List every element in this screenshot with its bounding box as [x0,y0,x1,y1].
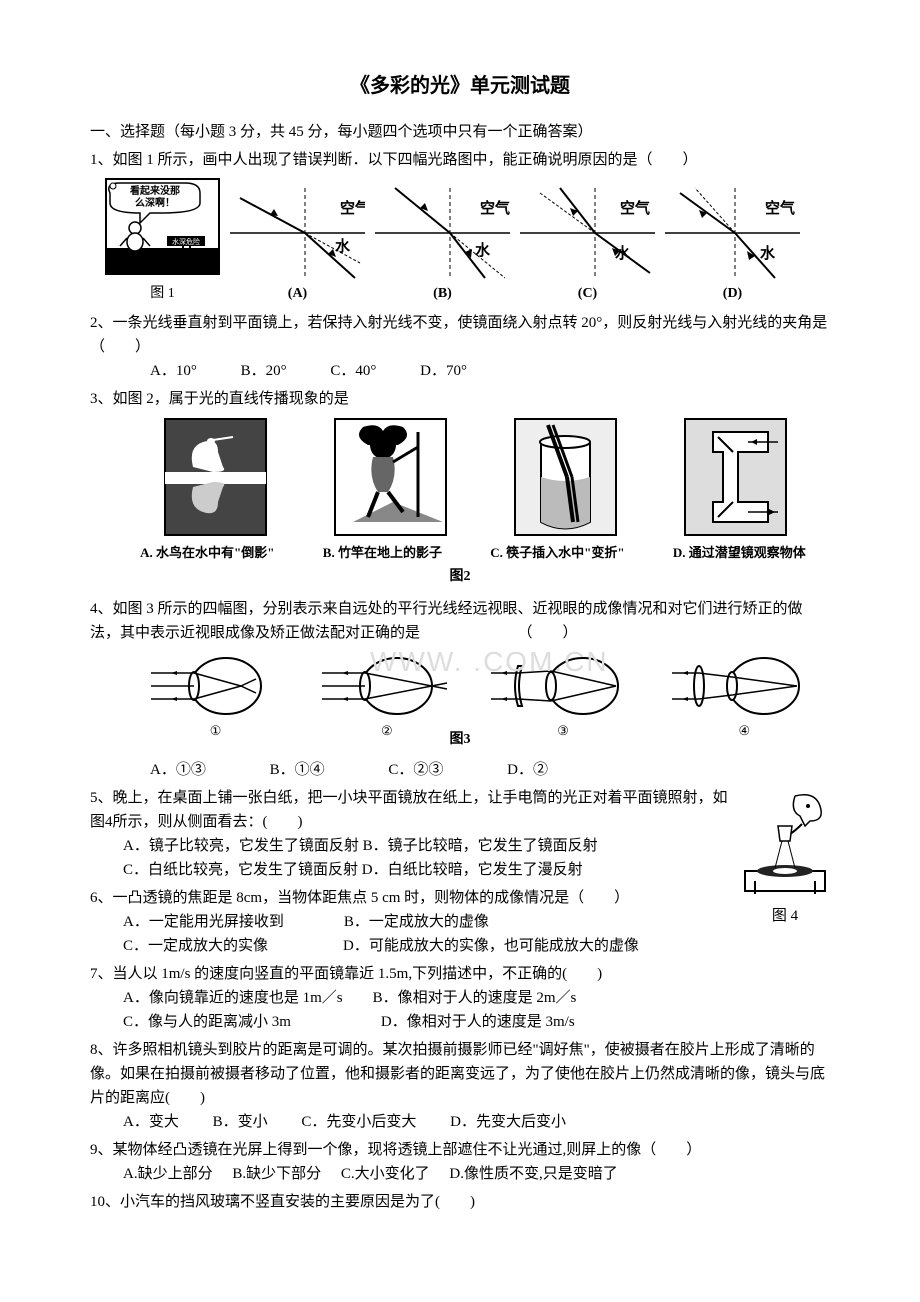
q4-eye-1: ① [146,651,286,742]
question-5: 5、晚上，在桌面上铺一张白纸，把一小块平面镜放在纸上，让手电筒的光正对着平面镜照… [90,786,830,882]
q8-options: A．变大 B．变小 C．先变小后变大 D．先变大后变小 [90,1110,830,1134]
q4-opt-d: D．② [507,758,548,782]
q1-opt-a: (A) [230,283,365,305]
question-6: 6、一凸透镜的焦距是 8cm，当物体距焦点 5 cm 时，则物体的成像情况是（ … [90,886,830,958]
q1-text: 1、如图 1 所示，画中人出现了错误判断．以下四幅光路图中，能正确说明原因的是（… [90,148,830,172]
q5-fig-label: 图 4 [740,904,830,928]
page-title: 《多彩的光》单元测试题 [90,70,830,102]
q2-options: A．10° B．20° C．40° D．70° [90,359,830,383]
section-1-header: 一、选择题（每小题 3 分，共 45 分，每小题四个选项中只有一个正确答案） [90,120,830,144]
q8-opt-d: D．先变大后变小 [450,1114,566,1130]
q7-opts-ab: A．像向镜靠近的速度也是 1m／s B．像相对于人的速度是 2m／s [90,986,830,1010]
q4-eye-3: ③ [488,651,638,742]
q3-fig-a [163,417,268,537]
cartoon-sign: 水深危险 [172,237,200,246]
q2-opt-a: A．10° [150,359,197,383]
question-10: 10、小汽车的挡风玻璃不竖直安装的主要原因是为了( ) [90,1190,830,1214]
q1-cartoon: 看起来没那 么深啊！ 水深危险 图 1 [105,178,220,305]
q3-figures [90,417,830,537]
question-4: 4、如图 3 所示的四幅图，分别表示来自远处的平行光线经远视眼、近视眼的成像情况… [90,597,830,782]
q1c-water: 水 [615,244,631,262]
q5-opts-ab: A．镜子比较亮，它发生了镜面反射 B．镜子比较暗，它发生了镜面反射 [90,834,830,858]
q8-opt-b: B．变小 [213,1114,268,1130]
q1-diagram-d: 空气 水 (D) [665,183,800,305]
q4-num-4: ④ [669,721,819,742]
q3-captions: A. 水鸟在水中有"倒影" B. 竹竿在地上的影子 C. 筷子插入水中"变折" … [90,543,830,564]
q3-cap-b: B. 竹竿在地上的影子 [323,543,442,564]
q1-diagram-b: 空气 水 (B) [375,183,510,305]
q1-opt-c: (C) [520,283,655,305]
q8-opt-c: C．先变小后变大 [301,1114,416,1130]
question-2: 2、一条光线垂直射到平面镜上，若保持入射光线不变，使镜面绕入射点转 20°，则反… [90,311,830,383]
q5-opts-cd: C．白纸比较亮，它发生了镜面反射 D．白纸比较暗，它发生了漫反射 [90,858,830,882]
q3-fig-d [683,417,788,537]
q4-num-1: ① [146,721,286,742]
q1a-water: 水 [335,237,351,255]
q1-fig-label: 图 1 [105,283,220,305]
q2-opt-d: D．70° [420,359,467,383]
q2-text: 2、一条光线垂直射到平面镜上，若保持入射光线不变，使镜面绕入射点转 20°，则反… [90,311,830,359]
q4-options: A．①③ B．①④ C．②③ D．② [90,758,830,782]
question-3: 3、如图 2，属于光的直线传播现象的是 [90,387,830,588]
q5-text: 5、晚上，在桌面上铺一张白纸，把一小块平面镜放在纸上，让手电筒的光正对着平面镜照… [90,786,830,834]
q1-diagram-c: 空气 水 (C) [520,183,655,305]
q1d-air: 空气 [765,199,795,217]
q2-opt-b: B．20° [241,359,287,383]
q6-opts-ab: A．一定能用光屏接收到 B．一定成放大的虚像 [90,910,830,934]
q9-opt-c: C.大小变化了 [341,1166,430,1182]
question-8: 8、许多照相机镜头到胶片的距离是可调的。某次拍摄前摄影师已经"调好焦"，使被摄者… [90,1038,830,1134]
q9-options: A.缺少上部分 B.缺少下部分 C.大小变化了 D.像性质不变,只是变暗了 [90,1162,830,1186]
q5-figure: 图 4 [740,786,830,928]
q1b-water: 水 [475,241,491,259]
q10-text: 10、小汽车的挡风玻璃不竖直安装的主要原因是为了( ) [90,1190,830,1214]
q9-opt-a: A.缺少上部分 [123,1166,213,1182]
q9-opt-b: B.缺少下部分 [232,1166,321,1182]
q3-fig-c [513,417,618,537]
q1-opt-b: (B) [375,283,510,305]
q2-opt-c: C．40° [330,359,376,383]
q3-cap-c: C. 筷子插入水中"变折" [490,543,624,564]
q1-figures: 看起来没那 么深啊！ 水深危险 图 1 [90,178,830,305]
cartoon-text-1: 看起来没那 [130,184,180,197]
q4-num-3: ③ [488,721,638,742]
question-7: 7、当人以 1m/s 的速度向竖直的平面镜靠近 1.5m,下列描述中，不正确的(… [90,962,830,1034]
q4-opt-c: C．②③ [388,758,443,782]
q1d-water: 水 [760,244,776,262]
q8-text: 8、许多照相机镜头到胶片的距离是可调的。某次拍摄前摄影师已经"调好焦"，使被摄者… [90,1038,830,1110]
q8-opt-a: A．变大 [123,1114,179,1130]
question-1: 1、如图 1 所示，画中人出现了错误判断．以下四幅光路图中，能正确说明原因的是（… [90,148,830,305]
q4-opt-b: B．①④ [270,758,325,782]
q3-cap-d: D. 通过潜望镜观察物体 [673,543,806,564]
q1a-air: 空气 [340,199,365,217]
q1-opt-d: (D) [665,283,800,305]
q4-num-2: ② [317,721,457,742]
q3-cap-a: A. 水鸟在水中有"倒影" [140,543,274,564]
q3-text: 3、如图 2，属于光的直线传播现象的是 [90,387,830,411]
q3-fig-b [333,417,448,537]
q1c-air: 空气 [620,199,650,217]
q9-text: 9、某物体经凸透镜在光屏上得到一个像，现将透镜上部遮住不让光通过,则屏上的像（ … [90,1138,830,1162]
q3-fig-label: 图2 [90,566,830,588]
q4-opt-a: A．①③ [150,758,206,782]
q7-opts-cd: C．像与人的距离减小 3m D．像相对于人的速度是 3m/s [90,1010,830,1034]
question-9: 9、某物体经凸透镜在光屏上得到一个像，现将透镜上部遮住不让光通过,则屏上的像（ … [90,1138,830,1186]
q1-diagram-a: 空气 水 (A) [230,183,365,305]
q6-opts-cd: C．一定成放大的实像 D．可能成放大的实像，也可能成放大的虚像 [90,934,830,958]
q1b-air: 空气 [480,199,510,217]
q7-text: 7、当人以 1m/s 的速度向竖直的平面镜靠近 1.5m,下列描述中，不正确的(… [90,962,830,986]
q6-text: 6、一凸透镜的焦距是 8cm，当物体距焦点 5 cm 时，则物体的成像情况是（ … [90,886,830,910]
q4-eye-2: ② [317,651,457,742]
q9-opt-d: D.像性质不变,只是变暗了 [449,1166,617,1182]
q4-eye-4: ④ [669,651,819,742]
q4-figures: ① ② [90,651,830,742]
q4-text: 4、如图 3 所示的四幅图，分别表示来自远处的平行光线经远视眼、近视眼的成像情况… [90,597,830,645]
cartoon-text-2: 么深啊！ [135,196,175,209]
